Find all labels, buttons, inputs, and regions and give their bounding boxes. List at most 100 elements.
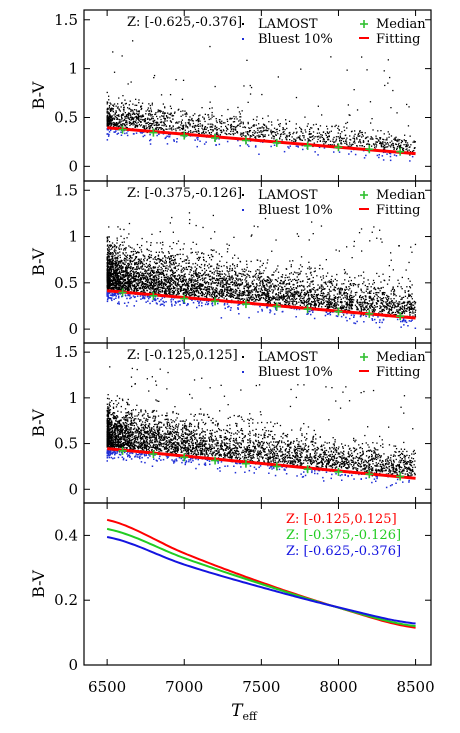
lamost-point [239,273,241,275]
lamost-point [248,297,250,299]
lamost-point [341,283,343,285]
lamost-point [148,126,150,128]
lamost-point [244,126,246,128]
lamost-point [170,112,172,114]
lamost-point [144,276,146,278]
lamost-point [239,134,242,136]
lamost-point [375,293,377,296]
lamost-point [349,114,351,116]
lamost-point [160,285,163,287]
lamost-point [410,303,412,306]
lamost-point [398,140,400,142]
lamost-point [303,135,305,137]
lamost-point [319,264,321,266]
lamost-point [269,278,271,280]
lamost-point [328,296,331,298]
lamost-point [243,132,245,134]
lamost-point [149,122,152,125]
lamost-point [221,279,223,281]
bluest-point [386,153,388,155]
lamost-point [113,71,116,73]
lamost-point [174,280,176,282]
lamost-point [129,256,131,258]
lamost-point [190,287,192,290]
lamost-point [208,263,210,265]
lamost-point [370,305,373,307]
lamost-point [151,233,153,235]
lamost-point [175,130,177,132]
lamost-point [373,307,375,309]
lamost-point [251,299,253,301]
lamost-point [209,45,211,48]
lamost-point [266,288,268,291]
lamost-point [106,237,109,239]
lamost-point [116,242,118,244]
lamost-point [366,286,368,288]
lamost-point [160,281,162,283]
lamost-point [229,294,231,296]
lamost-point [379,137,382,139]
lamost-point [124,290,126,292]
lamost-point [292,303,294,305]
bluest-point [126,134,129,137]
lamost-point [339,135,341,137]
lamost-point [191,125,194,128]
lamost-point [140,290,143,292]
lamost-point [239,283,241,285]
lamost-point [150,115,152,117]
lamost-point [172,261,175,264]
lamost-point [247,290,249,293]
lamost-point [381,298,383,300]
lamost-point [190,294,192,297]
lamost-point [168,262,171,264]
lamost-point [402,148,404,151]
lamost-point [186,291,188,293]
bluest-point [156,134,158,137]
lamost-point [392,142,394,144]
lamost-point [182,110,184,112]
lamost-point [112,273,115,276]
lamost-point [208,289,211,291]
lamost-point [166,277,169,279]
lamost-point [213,268,215,270]
lamost-point [210,118,212,120]
lamost-point [260,133,262,135]
lamost-point [275,294,277,296]
lamost-point [107,123,109,125]
lamost-point [109,265,111,267]
lamost-point [292,293,294,296]
lamost-point [130,269,133,272]
lamost-point [153,285,155,288]
lamost-point [135,270,137,273]
lamost-point [125,269,127,271]
lamost-point [362,298,365,300]
bluest-point [166,143,169,145]
lamost-point [374,309,376,311]
lamost-point [218,128,220,130]
lamost-point [300,289,303,291]
lamost-point [330,130,332,132]
lamost-point [414,141,416,143]
lamost-point [286,301,289,303]
lamost-point [141,282,143,284]
lamost-point [192,287,194,289]
lamost-point [311,300,313,303]
lamost-point [169,126,171,128]
lamost-point [122,279,124,281]
lamost-point [138,251,140,254]
lamost-point [122,253,124,255]
lamost-point [193,270,195,272]
bluest-point [194,139,196,141]
lamost-point [313,304,315,307]
lamost-point [228,290,230,292]
lamost-point [133,288,135,290]
lamost-point [199,276,201,278]
lamost-point [172,288,175,290]
lamost-point [252,276,254,278]
lamost-point [108,118,110,121]
lamost-point [181,271,183,273]
lamost-point [388,133,390,135]
lamost-point [195,125,197,127]
lamost-point [193,276,195,278]
lamost-point [277,133,279,135]
